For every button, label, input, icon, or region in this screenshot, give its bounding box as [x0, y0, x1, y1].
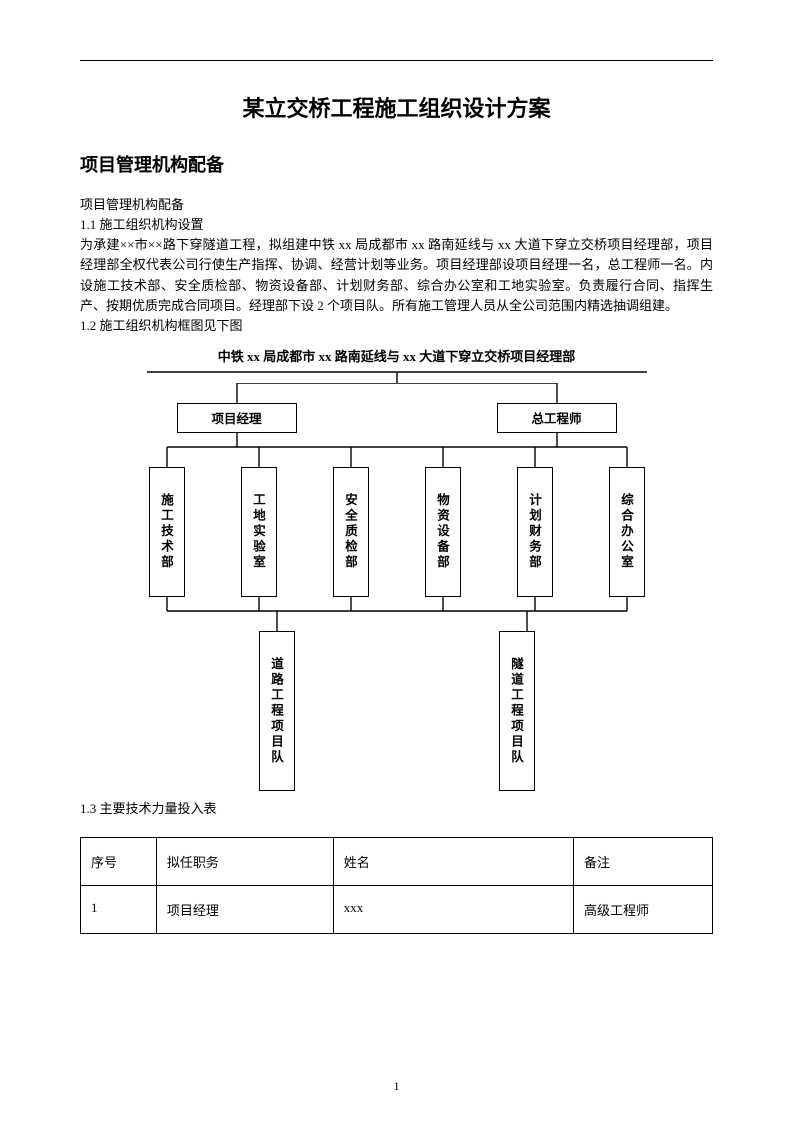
team-box-road: 道路工程项目队	[259, 631, 295, 791]
box-project-manager: 项目经理	[177, 403, 297, 433]
dept-box: 工地实验室	[241, 467, 277, 597]
th-seq: 序号	[81, 838, 157, 886]
td-remark: 高级工程师	[574, 886, 713, 934]
chart-level-2: 项目经理 总工程师	[127, 403, 667, 433]
org-chart-title: 中铁 xx 局成都市 xx 路南延线与 xx 大道下穿立交桥项目经理部	[127, 346, 667, 365]
section-heading: 项目管理机构配备	[80, 151, 713, 177]
chart-level-depts: 施工技术部 工地实验室 安全质检部 物资设备部 计划财务部 综合办公室	[127, 467, 667, 597]
td-seq: 1	[81, 886, 157, 934]
personnel-table: 序号 拟任职务 姓名 备注 1 项目经理 xxx 高级工程师	[80, 837, 713, 934]
table-header-row: 序号 拟任职务 姓名 备注	[81, 838, 713, 886]
para-1: 项目管理机构配备	[80, 195, 713, 215]
para-2: 1.1 施工组织机构设置	[80, 215, 713, 235]
dept-box: 施工技术部	[149, 467, 185, 597]
chart-connector	[127, 597, 667, 631]
page-number: 1	[0, 1079, 793, 1094]
chart-level-teams: 道路工程项目队 隧道工程项目队	[127, 631, 667, 791]
document-title: 某立交桥工程施工组织设计方案	[80, 91, 713, 123]
team-box-tunnel: 隧道工程项目队	[499, 631, 535, 791]
para-5-wrap: 1.3 主要技术力量投入表	[80, 799, 713, 819]
dept-box: 安全质检部	[333, 467, 369, 597]
td-name: xxx	[334, 886, 574, 934]
th-remark: 备注	[574, 838, 713, 886]
body-text-block: 项目管理机构配备 1.1 施工组织机构设置 为承建××市××路下穿隧道工程，拟组…	[80, 195, 713, 336]
th-position: 拟任职务	[157, 838, 334, 886]
para-4: 1.2 施工组织机构框图见下图	[80, 316, 713, 336]
org-chart: 中铁 xx 局成都市 xx 路南延线与 xx 大道下穿立交桥项目经理部 项目经理…	[127, 346, 667, 791]
chart-connector	[127, 371, 667, 383]
dept-box: 计划财务部	[517, 467, 553, 597]
para-3: 为承建××市××路下穿隧道工程，拟组建中铁 xx 局成都市 xx 路南延线与 x…	[80, 235, 713, 316]
top-rule	[80, 60, 713, 61]
dept-box: 综合办公室	[609, 467, 645, 597]
chart-connector	[127, 433, 667, 467]
chart-connector	[127, 383, 667, 403]
td-position: 项目经理	[157, 886, 334, 934]
para-5: 1.3 主要技术力量投入表	[80, 799, 713, 819]
dept-box: 物资设备部	[425, 467, 461, 597]
box-chief-engineer: 总工程师	[497, 403, 617, 433]
th-name: 姓名	[334, 838, 574, 886]
table-row: 1 项目经理 xxx 高级工程师	[81, 886, 713, 934]
